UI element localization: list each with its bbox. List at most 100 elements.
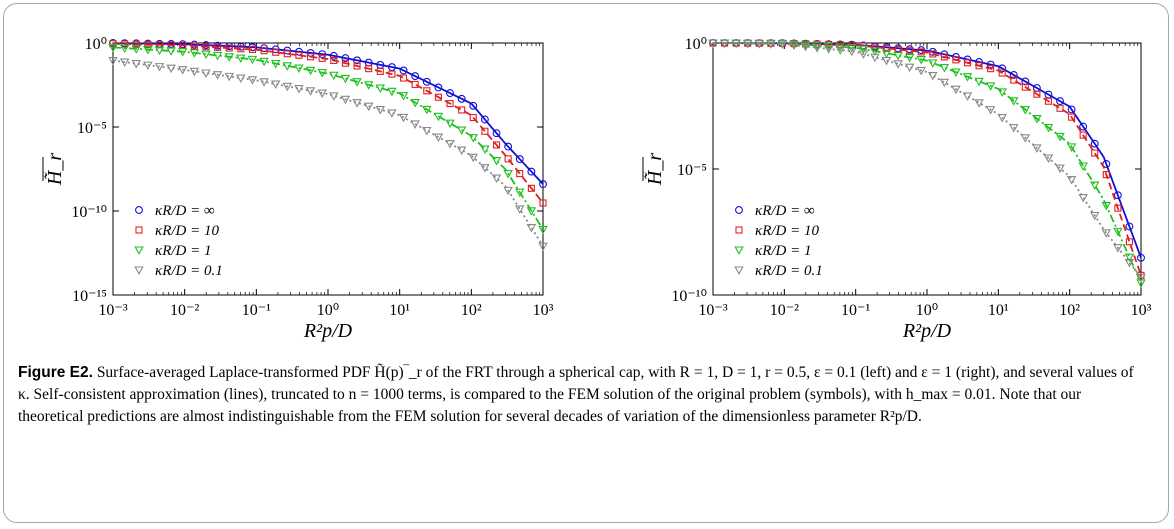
marker-triangle xyxy=(893,60,903,69)
marker-square xyxy=(1114,204,1122,212)
marker-triangle xyxy=(893,51,903,61)
x-tick-label: 10² xyxy=(461,302,482,319)
marker-circle xyxy=(1125,222,1134,231)
marker-square xyxy=(330,56,338,65)
marker-square xyxy=(1079,131,1087,139)
marker-triangle xyxy=(1136,279,1146,288)
marker-triangle xyxy=(387,87,397,97)
marker-circle xyxy=(457,94,466,103)
series-line xyxy=(713,43,1141,276)
marker-triangle xyxy=(951,68,961,78)
marker-square xyxy=(260,47,268,55)
marker-circle xyxy=(515,155,524,164)
series-markers xyxy=(108,43,548,235)
marker-square xyxy=(341,59,349,67)
marker-square xyxy=(481,127,489,135)
marker-triangle xyxy=(224,72,234,82)
marker-triangle xyxy=(719,39,730,49)
marker-triangle xyxy=(1055,164,1065,174)
marker-square xyxy=(446,100,454,108)
marker-triangle xyxy=(1078,162,1088,171)
marker-square xyxy=(963,59,972,67)
legend-label: κR/D = ∞ xyxy=(755,203,815,219)
marker-triangle xyxy=(515,205,525,214)
marker-triangle xyxy=(939,78,950,88)
legend-label: κR/D = 0.1 xyxy=(155,263,223,279)
series-markers xyxy=(708,39,1146,283)
marker-circle xyxy=(1067,105,1076,114)
marker-square xyxy=(1044,97,1053,105)
marker-triangle xyxy=(812,44,822,53)
marker-triangle xyxy=(881,49,892,59)
marker-triangle xyxy=(363,102,374,112)
marker-triangle xyxy=(1055,132,1065,142)
marker-triangle xyxy=(259,57,269,67)
marker-triangle xyxy=(962,92,973,101)
marker-triangle xyxy=(410,120,420,129)
marker-square xyxy=(237,45,245,53)
x-tick-label: 10¹ xyxy=(988,302,1009,319)
marker-circle xyxy=(1079,122,1088,131)
x-tick-label: 10³ xyxy=(1131,302,1152,319)
marker-triangle xyxy=(1089,181,1100,190)
marker-triangle xyxy=(270,80,281,89)
marker-triangle xyxy=(119,58,130,68)
marker-square xyxy=(376,67,384,75)
marker-square xyxy=(423,87,431,95)
marker-triangle xyxy=(1032,115,1042,124)
marker-triangle xyxy=(166,47,176,56)
marker-square xyxy=(871,43,879,51)
marker-circle xyxy=(1056,97,1064,106)
legend-label: κR/D = 1 xyxy=(755,243,811,259)
marker-triangle xyxy=(131,45,141,54)
marker-triangle xyxy=(201,50,211,60)
marker-square xyxy=(1125,238,1133,246)
marker-square xyxy=(144,41,152,49)
marker-triangle xyxy=(951,85,961,95)
x-tick-label: 10⁻³ xyxy=(698,302,727,319)
marker-square xyxy=(1068,113,1076,121)
marker-triangle xyxy=(526,224,537,233)
caption-label: Figure E2. xyxy=(18,364,93,381)
marker-triangle xyxy=(823,42,834,52)
marker-triangle xyxy=(387,109,397,118)
marker-triangle xyxy=(282,82,293,92)
marker-triangle xyxy=(985,82,996,91)
legend-label: κR/D = 10 xyxy=(755,223,819,239)
marker-triangle xyxy=(1124,253,1135,263)
marker-triangle xyxy=(305,66,316,76)
marker-square xyxy=(1056,104,1064,112)
marker-square xyxy=(307,53,315,61)
series-line xyxy=(113,43,543,204)
marker-triangle xyxy=(916,66,926,76)
marker-triangle xyxy=(1066,143,1077,152)
marker-triangle xyxy=(1032,144,1042,153)
marker-triangle xyxy=(236,54,246,63)
marker-triangle xyxy=(734,266,744,275)
marker-triangle xyxy=(375,84,386,93)
x-tick-label: 10⁻² xyxy=(170,302,199,319)
marker-square xyxy=(1010,76,1018,84)
marker-square xyxy=(929,50,937,58)
marker-square xyxy=(411,80,419,88)
marker-triangle xyxy=(503,186,513,196)
x-tick-label: 10⁻¹ xyxy=(242,302,271,319)
marker-square xyxy=(1021,83,1029,91)
marker-circle xyxy=(135,206,143,214)
marker-triangle xyxy=(131,60,141,69)
marker-triangle xyxy=(1043,154,1054,163)
marker-triangle xyxy=(236,74,246,84)
x-tick-label: 10³ xyxy=(533,302,554,319)
marker-triangle xyxy=(177,48,188,57)
marker-triangle xyxy=(997,88,1007,97)
marker-triangle xyxy=(189,67,200,77)
marker-triangle xyxy=(224,53,234,62)
x-axis-label: R²p/D xyxy=(902,320,952,342)
marker-triangle xyxy=(997,113,1007,123)
marker-circle xyxy=(1137,253,1145,262)
marker-triangle xyxy=(212,71,223,80)
marker-triangle xyxy=(456,146,467,156)
marker-triangle xyxy=(340,95,351,105)
legend-label: κR/D = 0.1 xyxy=(755,263,823,279)
marker-triangle xyxy=(433,133,444,142)
